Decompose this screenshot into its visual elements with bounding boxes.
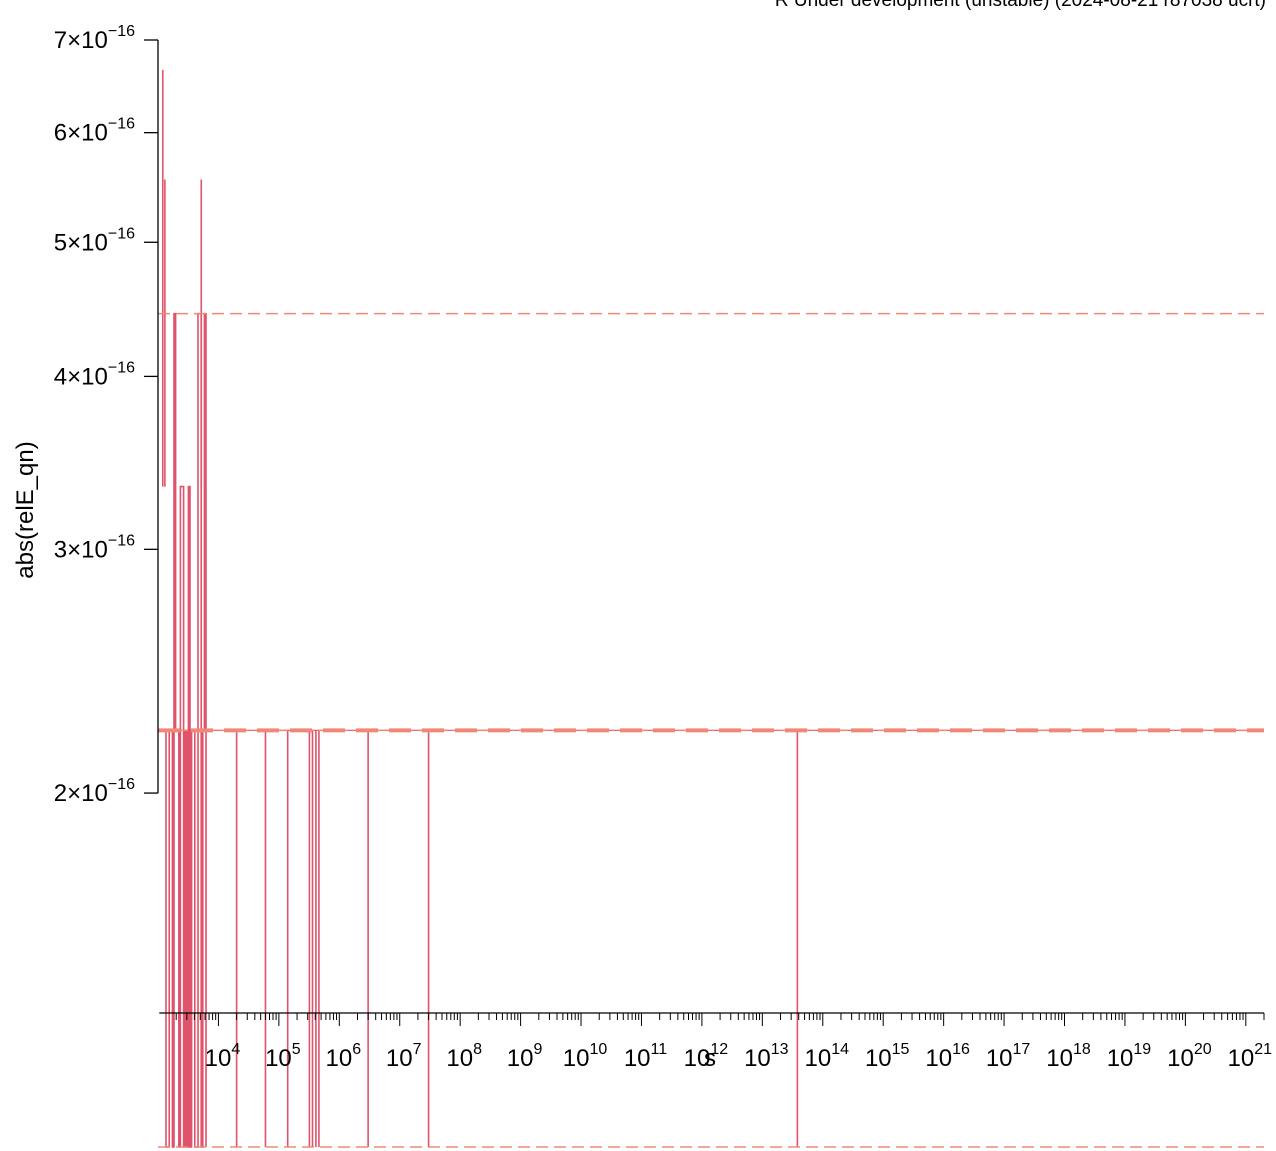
x-tick-label: 1010 — [563, 1041, 608, 1072]
x-tick-label: 1016 — [925, 1041, 970, 1072]
x-tick-label: 106 — [325, 1041, 361, 1072]
x-tick-label: 1020 — [1167, 1041, 1212, 1072]
y-tick-label: 5×10−16 — [54, 225, 135, 256]
series-layer — [161, 69, 1264, 1148]
reference-lines — [158, 312, 1264, 1148]
x-tick-label: 104 — [205, 1041, 241, 1072]
x-tick-label: 1019 — [1107, 1041, 1152, 1072]
chart-subtitle: R Under development (unstable) (2024-08-… — [775, 0, 1266, 11]
x-tick-label: 1021 — [1228, 1041, 1273, 1072]
y-tick-label: 3×10−16 — [54, 532, 135, 563]
y-tick-label: 6×10−16 — [54, 116, 135, 147]
y-axis: 2×10−16 3×10−16 4×10−16 5×10−16 6×10−16 7×10−… — [54, 23, 159, 807]
x-tick-label: 1012 — [684, 1041, 729, 1072]
x-tick-label: 1013 — [744, 1041, 789, 1072]
y-tick-label: 2×10−16 — [54, 776, 135, 807]
x-tick-label: 105 — [265, 1041, 301, 1072]
x-tick-label: 107 — [386, 1041, 422, 1072]
x-axis-label: s — [704, 1045, 716, 1072]
y-tick-label: 7×10−16 — [54, 23, 135, 54]
x-tick-label: 1018 — [1046, 1041, 1091, 1072]
x-axis: 104 105 106 107 108 109 1010 1011 1012 1013 1014 10… — [159, 1012, 1273, 1072]
x-tick-label: 108 — [446, 1041, 482, 1072]
x-tick-label: 1017 — [986, 1041, 1031, 1072]
x-tick-label: 1014 — [805, 1041, 850, 1072]
x-tick-label: 109 — [507, 1041, 543, 1072]
x-tick-label: 1015 — [865, 1041, 910, 1072]
y-tick-label: 4×10−16 — [54, 359, 135, 390]
y-axis-label: abs(relE_qn) — [12, 441, 39, 578]
x-tick-label: 1011 — [624, 1041, 667, 1072]
